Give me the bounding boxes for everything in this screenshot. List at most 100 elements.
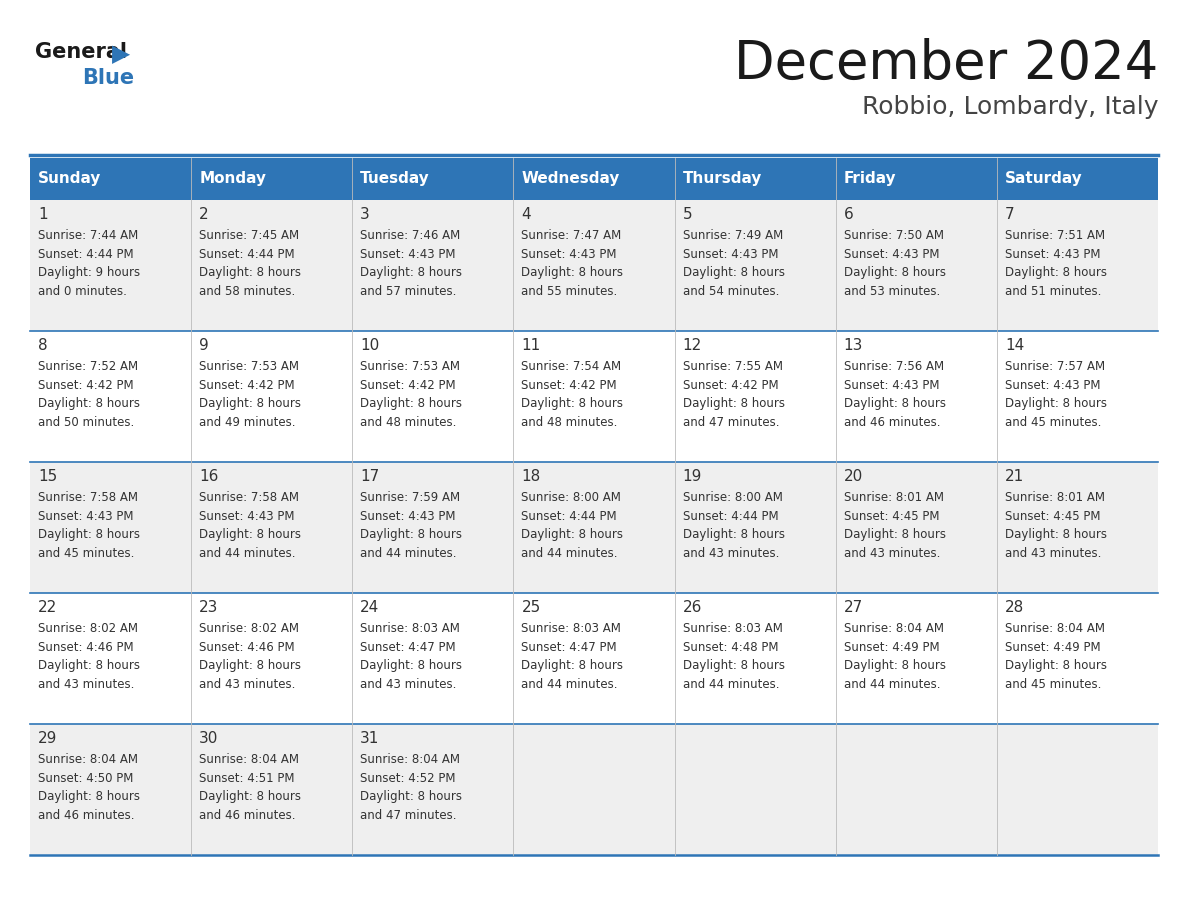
Text: 11: 11: [522, 338, 541, 353]
Text: and 49 minutes.: and 49 minutes.: [200, 416, 296, 429]
Bar: [30, 724, 1158, 855]
Text: and 43 minutes.: and 43 minutes.: [843, 547, 940, 560]
Text: Sunrise: 8:04 AM: Sunrise: 8:04 AM: [360, 753, 460, 767]
Text: and 47 minutes.: and 47 minutes.: [683, 416, 779, 429]
Text: Daylight: 8 hours: Daylight: 8 hours: [522, 397, 624, 410]
Text: Sunrise: 7:49 AM: Sunrise: 7:49 AM: [683, 230, 783, 242]
Text: Sunrise: 8:01 AM: Sunrise: 8:01 AM: [843, 491, 943, 504]
Text: and 45 minutes.: and 45 minutes.: [1005, 677, 1101, 690]
Text: Sunrise: 8:01 AM: Sunrise: 8:01 AM: [1005, 491, 1105, 504]
Text: 1: 1: [38, 207, 48, 222]
Text: Daylight: 8 hours: Daylight: 8 hours: [360, 266, 462, 279]
Text: Daylight: 8 hours: Daylight: 8 hours: [38, 659, 140, 672]
Bar: [30, 331, 1158, 462]
Text: Sunset: 4:42 PM: Sunset: 4:42 PM: [360, 379, 456, 392]
Text: Sunset: 4:44 PM: Sunset: 4:44 PM: [522, 509, 617, 522]
Text: Sunset: 4:46 PM: Sunset: 4:46 PM: [200, 641, 295, 654]
Text: 16: 16: [200, 469, 219, 484]
Text: Sunset: 4:43 PM: Sunset: 4:43 PM: [360, 248, 456, 261]
Text: Sunrise: 7:53 AM: Sunrise: 7:53 AM: [360, 360, 460, 374]
Text: Sunrise: 7:53 AM: Sunrise: 7:53 AM: [200, 360, 299, 374]
Text: Daylight: 8 hours: Daylight: 8 hours: [360, 659, 462, 672]
Text: Sunrise: 7:50 AM: Sunrise: 7:50 AM: [843, 230, 943, 242]
Text: Sunrise: 7:52 AM: Sunrise: 7:52 AM: [38, 360, 138, 374]
Text: Daylight: 8 hours: Daylight: 8 hours: [1005, 659, 1107, 672]
Text: Sunset: 4:43 PM: Sunset: 4:43 PM: [843, 248, 940, 261]
Text: Robbio, Lombardy, Italy: Robbio, Lombardy, Italy: [861, 95, 1158, 119]
Text: 25: 25: [522, 600, 541, 615]
Text: 31: 31: [360, 731, 380, 746]
Text: Sunset: 4:48 PM: Sunset: 4:48 PM: [683, 641, 778, 654]
Text: and 50 minutes.: and 50 minutes.: [38, 416, 134, 429]
Text: Sunrise: 8:00 AM: Sunrise: 8:00 AM: [683, 491, 783, 504]
Text: Daylight: 8 hours: Daylight: 8 hours: [843, 266, 946, 279]
Text: 10: 10: [360, 338, 379, 353]
Text: Daylight: 8 hours: Daylight: 8 hours: [683, 528, 784, 542]
Text: Daylight: 8 hours: Daylight: 8 hours: [1005, 528, 1107, 542]
Text: Daylight: 8 hours: Daylight: 8 hours: [683, 397, 784, 410]
Text: Sunrise: 8:04 AM: Sunrise: 8:04 AM: [38, 753, 138, 767]
Text: and 43 minutes.: and 43 minutes.: [683, 547, 779, 560]
Text: Sunset: 4:43 PM: Sunset: 4:43 PM: [683, 248, 778, 261]
Text: Daylight: 8 hours: Daylight: 8 hours: [683, 266, 784, 279]
Text: and 44 minutes.: and 44 minutes.: [843, 677, 940, 690]
Text: and 46 minutes.: and 46 minutes.: [38, 809, 134, 822]
Text: Daylight: 8 hours: Daylight: 8 hours: [200, 528, 301, 542]
Text: 21: 21: [1005, 469, 1024, 484]
Text: Sunset: 4:44 PM: Sunset: 4:44 PM: [683, 509, 778, 522]
Text: and 0 minutes.: and 0 minutes.: [38, 285, 127, 297]
Text: and 43 minutes.: and 43 minutes.: [200, 677, 296, 690]
Text: and 57 minutes.: and 57 minutes.: [360, 285, 456, 297]
Text: Daylight: 8 hours: Daylight: 8 hours: [360, 528, 462, 542]
Text: 7: 7: [1005, 207, 1015, 222]
Text: and 47 minutes.: and 47 minutes.: [360, 809, 456, 822]
Text: Sunrise: 7:54 AM: Sunrise: 7:54 AM: [522, 360, 621, 374]
Text: 8: 8: [38, 338, 48, 353]
Text: General: General: [34, 42, 127, 62]
Text: Daylight: 8 hours: Daylight: 8 hours: [522, 528, 624, 542]
Text: 5: 5: [683, 207, 693, 222]
Text: Daylight: 8 hours: Daylight: 8 hours: [843, 528, 946, 542]
Text: 12: 12: [683, 338, 702, 353]
Bar: [513, 158, 675, 200]
Text: Sunset: 4:44 PM: Sunset: 4:44 PM: [200, 248, 295, 261]
Text: 20: 20: [843, 469, 862, 484]
Text: and 43 minutes.: and 43 minutes.: [38, 677, 134, 690]
Text: Sunset: 4:47 PM: Sunset: 4:47 PM: [522, 641, 617, 654]
Text: and 43 minutes.: and 43 minutes.: [360, 677, 456, 690]
Text: 26: 26: [683, 600, 702, 615]
Text: Daylight: 8 hours: Daylight: 8 hours: [1005, 397, 1107, 410]
Text: and 44 minutes.: and 44 minutes.: [683, 677, 779, 690]
Text: Daylight: 8 hours: Daylight: 8 hours: [200, 266, 301, 279]
Text: 24: 24: [360, 600, 379, 615]
Text: 14: 14: [1005, 338, 1024, 353]
Text: Sunrise: 7:47 AM: Sunrise: 7:47 AM: [522, 230, 621, 242]
Text: Sunset: 4:43 PM: Sunset: 4:43 PM: [200, 509, 295, 522]
Text: Sunrise: 8:04 AM: Sunrise: 8:04 AM: [1005, 622, 1105, 635]
Text: Sunrise: 7:59 AM: Sunrise: 7:59 AM: [360, 491, 461, 504]
Text: Sunday: Sunday: [38, 172, 101, 186]
Text: Sunset: 4:52 PM: Sunset: 4:52 PM: [360, 772, 456, 785]
Text: Sunset: 4:49 PM: Sunset: 4:49 PM: [843, 641, 940, 654]
Text: and 44 minutes.: and 44 minutes.: [522, 677, 618, 690]
Bar: [30, 462, 1158, 593]
Text: Daylight: 8 hours: Daylight: 8 hours: [843, 659, 946, 672]
Text: Daylight: 8 hours: Daylight: 8 hours: [522, 266, 624, 279]
Text: 18: 18: [522, 469, 541, 484]
Text: 23: 23: [200, 600, 219, 615]
Bar: [835, 158, 997, 200]
Text: Sunset: 4:47 PM: Sunset: 4:47 PM: [360, 641, 456, 654]
Text: December 2024: December 2024: [734, 38, 1158, 90]
Text: Sunset: 4:51 PM: Sunset: 4:51 PM: [200, 772, 295, 785]
Text: Sunrise: 7:56 AM: Sunrise: 7:56 AM: [843, 360, 943, 374]
Text: Sunset: 4:43 PM: Sunset: 4:43 PM: [360, 509, 456, 522]
Text: Sunset: 4:42 PM: Sunset: 4:42 PM: [200, 379, 295, 392]
Text: 30: 30: [200, 731, 219, 746]
Text: Sunrise: 7:45 AM: Sunrise: 7:45 AM: [200, 230, 299, 242]
Text: 13: 13: [843, 338, 864, 353]
Text: 28: 28: [1005, 600, 1024, 615]
Text: Monday: Monday: [200, 172, 266, 186]
Text: Sunset: 4:50 PM: Sunset: 4:50 PM: [38, 772, 133, 785]
Text: Sunrise: 7:51 AM: Sunrise: 7:51 AM: [1005, 230, 1105, 242]
Text: Sunset: 4:42 PM: Sunset: 4:42 PM: [522, 379, 617, 392]
